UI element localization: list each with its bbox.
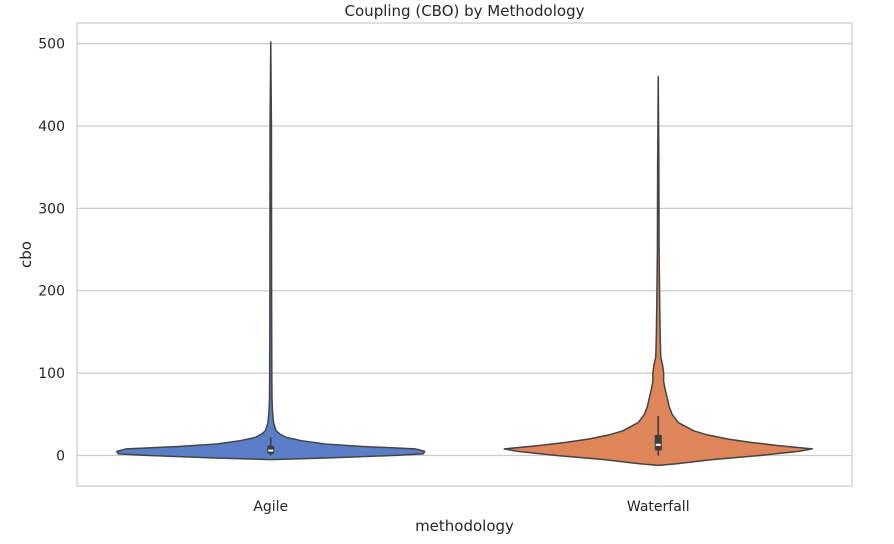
y-tick-label: 300: [38, 201, 65, 217]
x-tick-label: Agile: [253, 499, 288, 515]
y-tick-label: 0: [56, 449, 65, 465]
chart-title: Coupling (CBO) by Methodology: [345, 2, 585, 20]
plot-background: [77, 23, 852, 486]
violins: [116, 41, 813, 467]
x-tick-labels: Agile Waterfall: [253, 499, 689, 515]
y-tick-label: 200: [38, 284, 65, 300]
x-tick-label: Waterfall: [627, 499, 690, 515]
y-tick-label: 500: [38, 37, 65, 53]
axes-frame: [76, 22, 853, 487]
violin-body: [116, 41, 426, 461]
violin-iqr-box: [654, 434, 662, 451]
x-axis-label: methodology: [415, 517, 514, 535]
y-axis-label: cbo: [17, 241, 35, 268]
violin-body: [503, 75, 813, 467]
y-tick-labels: 0 100 200 300 400 500: [38, 37, 65, 465]
y-tick-label: 400: [38, 119, 65, 135]
y-tick-label: 100: [38, 366, 65, 382]
